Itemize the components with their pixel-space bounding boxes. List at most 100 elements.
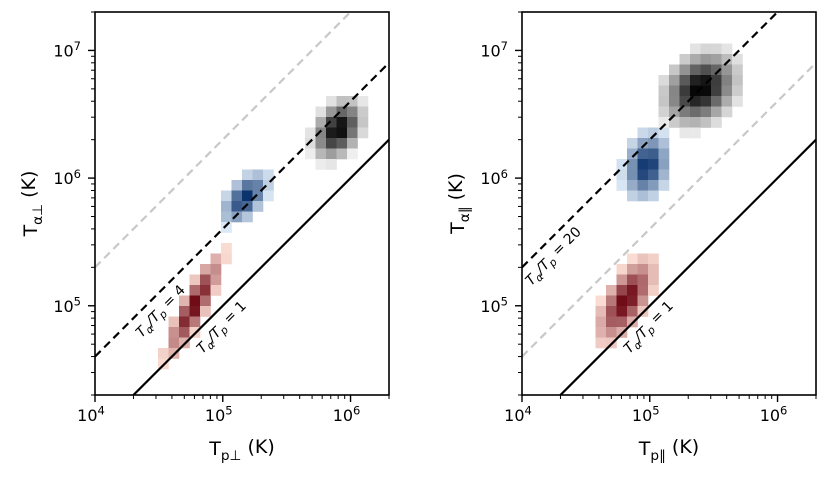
black-heatmap-cell [347,138,358,149]
black-heatmap-cell [721,54,733,65]
red-heatmap-cell [595,295,607,307]
black-heatmap-cell [669,106,680,118]
black-heatmap-cell [690,117,701,128]
blue-heatmap-cell [648,190,659,202]
black-heatmap-cell [357,117,369,128]
black-heatmap-cell [315,117,327,128]
red-heatmap-cell [595,337,607,349]
blue-heatmap-cell [658,180,670,191]
blue-heatmap-cell [242,201,253,212]
black-heatmap-cell [336,117,348,128]
red-heatmap-cell [648,274,659,286]
blue-heatmap-cell [648,148,659,160]
blue-heatmap-cell [231,211,243,223]
red-heatmap-cell [179,306,190,317]
y-tick-label: 107 [480,39,508,60]
red-heatmap-cell [616,285,628,296]
red-heatmap-cell [200,274,211,286]
x-tick-label: 104 [77,404,105,425]
red-heatmap-cell [627,253,638,265]
blue-heatmap-cell [637,169,649,181]
blue-heatmap-cell [252,180,264,191]
blue-heatmap-cell [627,148,638,160]
red-heatmap-cell [595,327,607,338]
black-heatmap-cell [711,54,722,65]
black-heatmap-cell [679,75,691,86]
black-heatmap-cell [658,117,670,128]
blue-heatmap-cell [221,190,232,202]
blue-heatmap-cell [252,190,264,202]
blue-heatmap-cell [637,180,649,191]
blue-heatmap-cell [627,190,638,202]
black-heatmap-cell [721,43,733,55]
black-heatmap-cell [347,117,358,128]
ticks: 104 105 106 105 106 107 [480,11,817,425]
red-heatmap-cell [606,327,617,338]
red-heatmap-cell [200,295,211,307]
blue-heatmap-cell [242,211,253,223]
black-heatmap-cell [305,148,316,160]
y-axis-label: Tα∥ (K) [445,173,473,235]
red-heatmap-cell [637,295,649,307]
black-heatmap-cell [700,106,712,118]
black-heatmap-cell [690,96,701,107]
blue-heatmap-cell [231,201,243,212]
x-tick-label: 106 [760,404,788,425]
black-heatmap-cell [690,64,701,76]
black-heatmap-cell [326,106,337,118]
blue-heatmap-cell [627,180,638,191]
black-heatmap-cell [305,138,316,149]
black-heatmap-cell [679,127,691,139]
blue-heatmap-cell [616,159,628,170]
red-heatmap-cell [595,316,607,328]
red-heatmap-cell [210,253,222,265]
red-heatmap-cell [606,316,617,328]
black-heatmap-cell [669,96,680,107]
black-heatmap-cell [326,159,337,170]
black-heatmap-cell [669,85,680,97]
blue-heatmap-cell [637,190,649,202]
x-tick-label: 105 [205,404,233,425]
red-heatmap-cell [210,285,222,296]
red-heatmap-cell [595,306,607,317]
blue-heatmap-cell [658,169,670,181]
black-heatmap-cell [721,85,733,97]
black-heatmap-cell [315,138,327,149]
black-heatmap-cell [326,96,337,107]
black-heatmap-cell [711,117,722,128]
black-heatmap-cell [690,54,701,65]
ratio-label-1: Tα/Tp = 1 [194,298,250,357]
y-axis-label: Tα⊥ (K) [18,171,46,238]
blue-heatmap-cell [658,127,670,139]
black-heatmap-cell [732,75,743,86]
black-heatmap-cell [690,75,701,86]
red-heatmap-cell [179,327,190,338]
blue-distribution [221,169,274,233]
red-heatmap-cell [648,285,659,296]
red-heatmap-cell [627,285,638,296]
black-heatmap-cell [711,64,722,76]
y-tick-label: 107 [53,39,81,60]
black-heatmap-cell [732,85,743,97]
red-heatmap-cell [200,264,211,275]
blue-heatmap-cell [627,169,638,181]
blue-heatmap-cell [263,180,274,191]
blue-heatmap-cell [648,159,659,170]
black-heatmap-cell [658,75,670,86]
blue-heatmap-cell [242,169,253,181]
black-heatmap-cell [700,64,712,76]
blue-heatmap-cell [221,211,232,223]
red-heatmap-cell [189,306,201,317]
black-heatmap-cell [336,148,348,160]
ratio-line-20 [522,12,780,269]
red-heatmap-cell [616,316,628,328]
black-heatmap-cell [315,127,327,139]
black-heatmap-cell [700,54,712,65]
blue-distribution [616,127,670,202]
ratio-line-4 [522,62,816,358]
blue-heatmap-cell [252,201,264,212]
axes-frame [94,11,390,396]
ratio-line-1 [131,138,389,395]
black-heatmap-cell [690,43,701,55]
